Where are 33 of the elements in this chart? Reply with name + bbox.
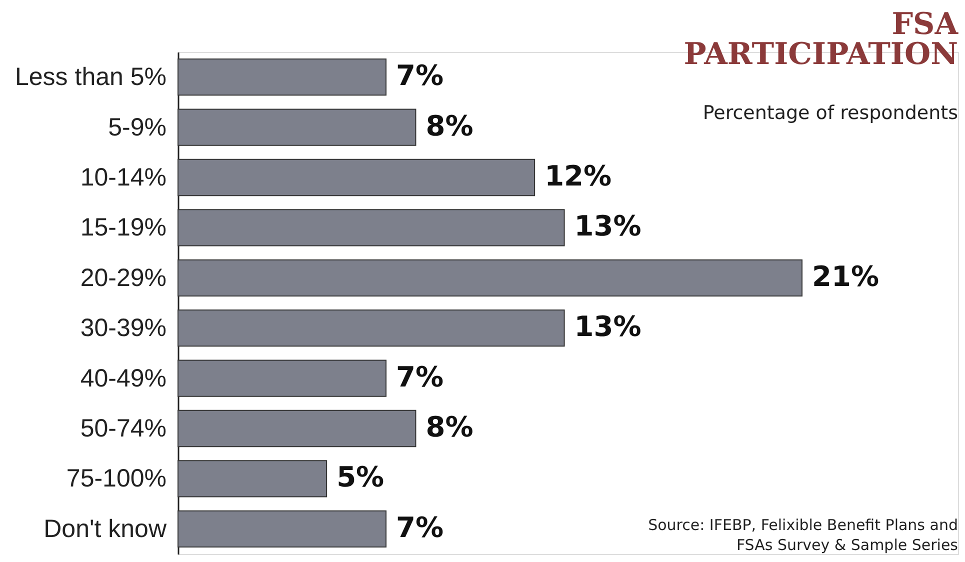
data-label: 7% — [396, 59, 444, 92]
data-label: 8% — [426, 410, 474, 444]
bar — [178, 158, 536, 196]
bar — [178, 108, 416, 146]
chart-title: FSA PARTICIPATION — [684, 7, 959, 72]
y-tick-label: 75-100% — [66, 464, 166, 493]
data-label: 7% — [396, 510, 444, 544]
y-tick-label: 20-29% — [80, 264, 166, 292]
data-label: 5% — [336, 460, 384, 494]
bar — [178, 410, 416, 448]
data-label: 13% — [574, 310, 642, 344]
data-label: 13% — [574, 210, 642, 243]
y-tick-label: 30-39% — [80, 314, 166, 342]
bar — [178, 460, 328, 498]
data-label: 12% — [544, 160, 612, 192]
data-label: 21% — [812, 260, 880, 293]
bar — [178, 360, 386, 397]
bar — [178, 259, 802, 296]
text: Percentage of respondents — [702, 102, 958, 124]
y-tick-label: Don't know — [44, 514, 168, 543]
data-label: 7% — [396, 360, 444, 394]
y-tick-label: 10-14% — [80, 164, 166, 192]
y-tick-label: 15-19% — [80, 214, 166, 242]
bar — [178, 310, 565, 347]
annotation: Source: IFEBP, Felixible Benefit Plans and FSAs Survey & Sample Series — [648, 516, 958, 554]
y-tick-label: 40-49% — [80, 364, 166, 392]
y-tick-label: Less than 5% — [15, 63, 166, 92]
y-tick-label: 50-74% — [80, 414, 166, 442]
bar — [178, 510, 386, 548]
bar — [178, 58, 386, 96]
data-label: 8% — [426, 109, 474, 142]
bar — [178, 209, 565, 246]
y-tick-label: 5-9% — [108, 113, 166, 142]
